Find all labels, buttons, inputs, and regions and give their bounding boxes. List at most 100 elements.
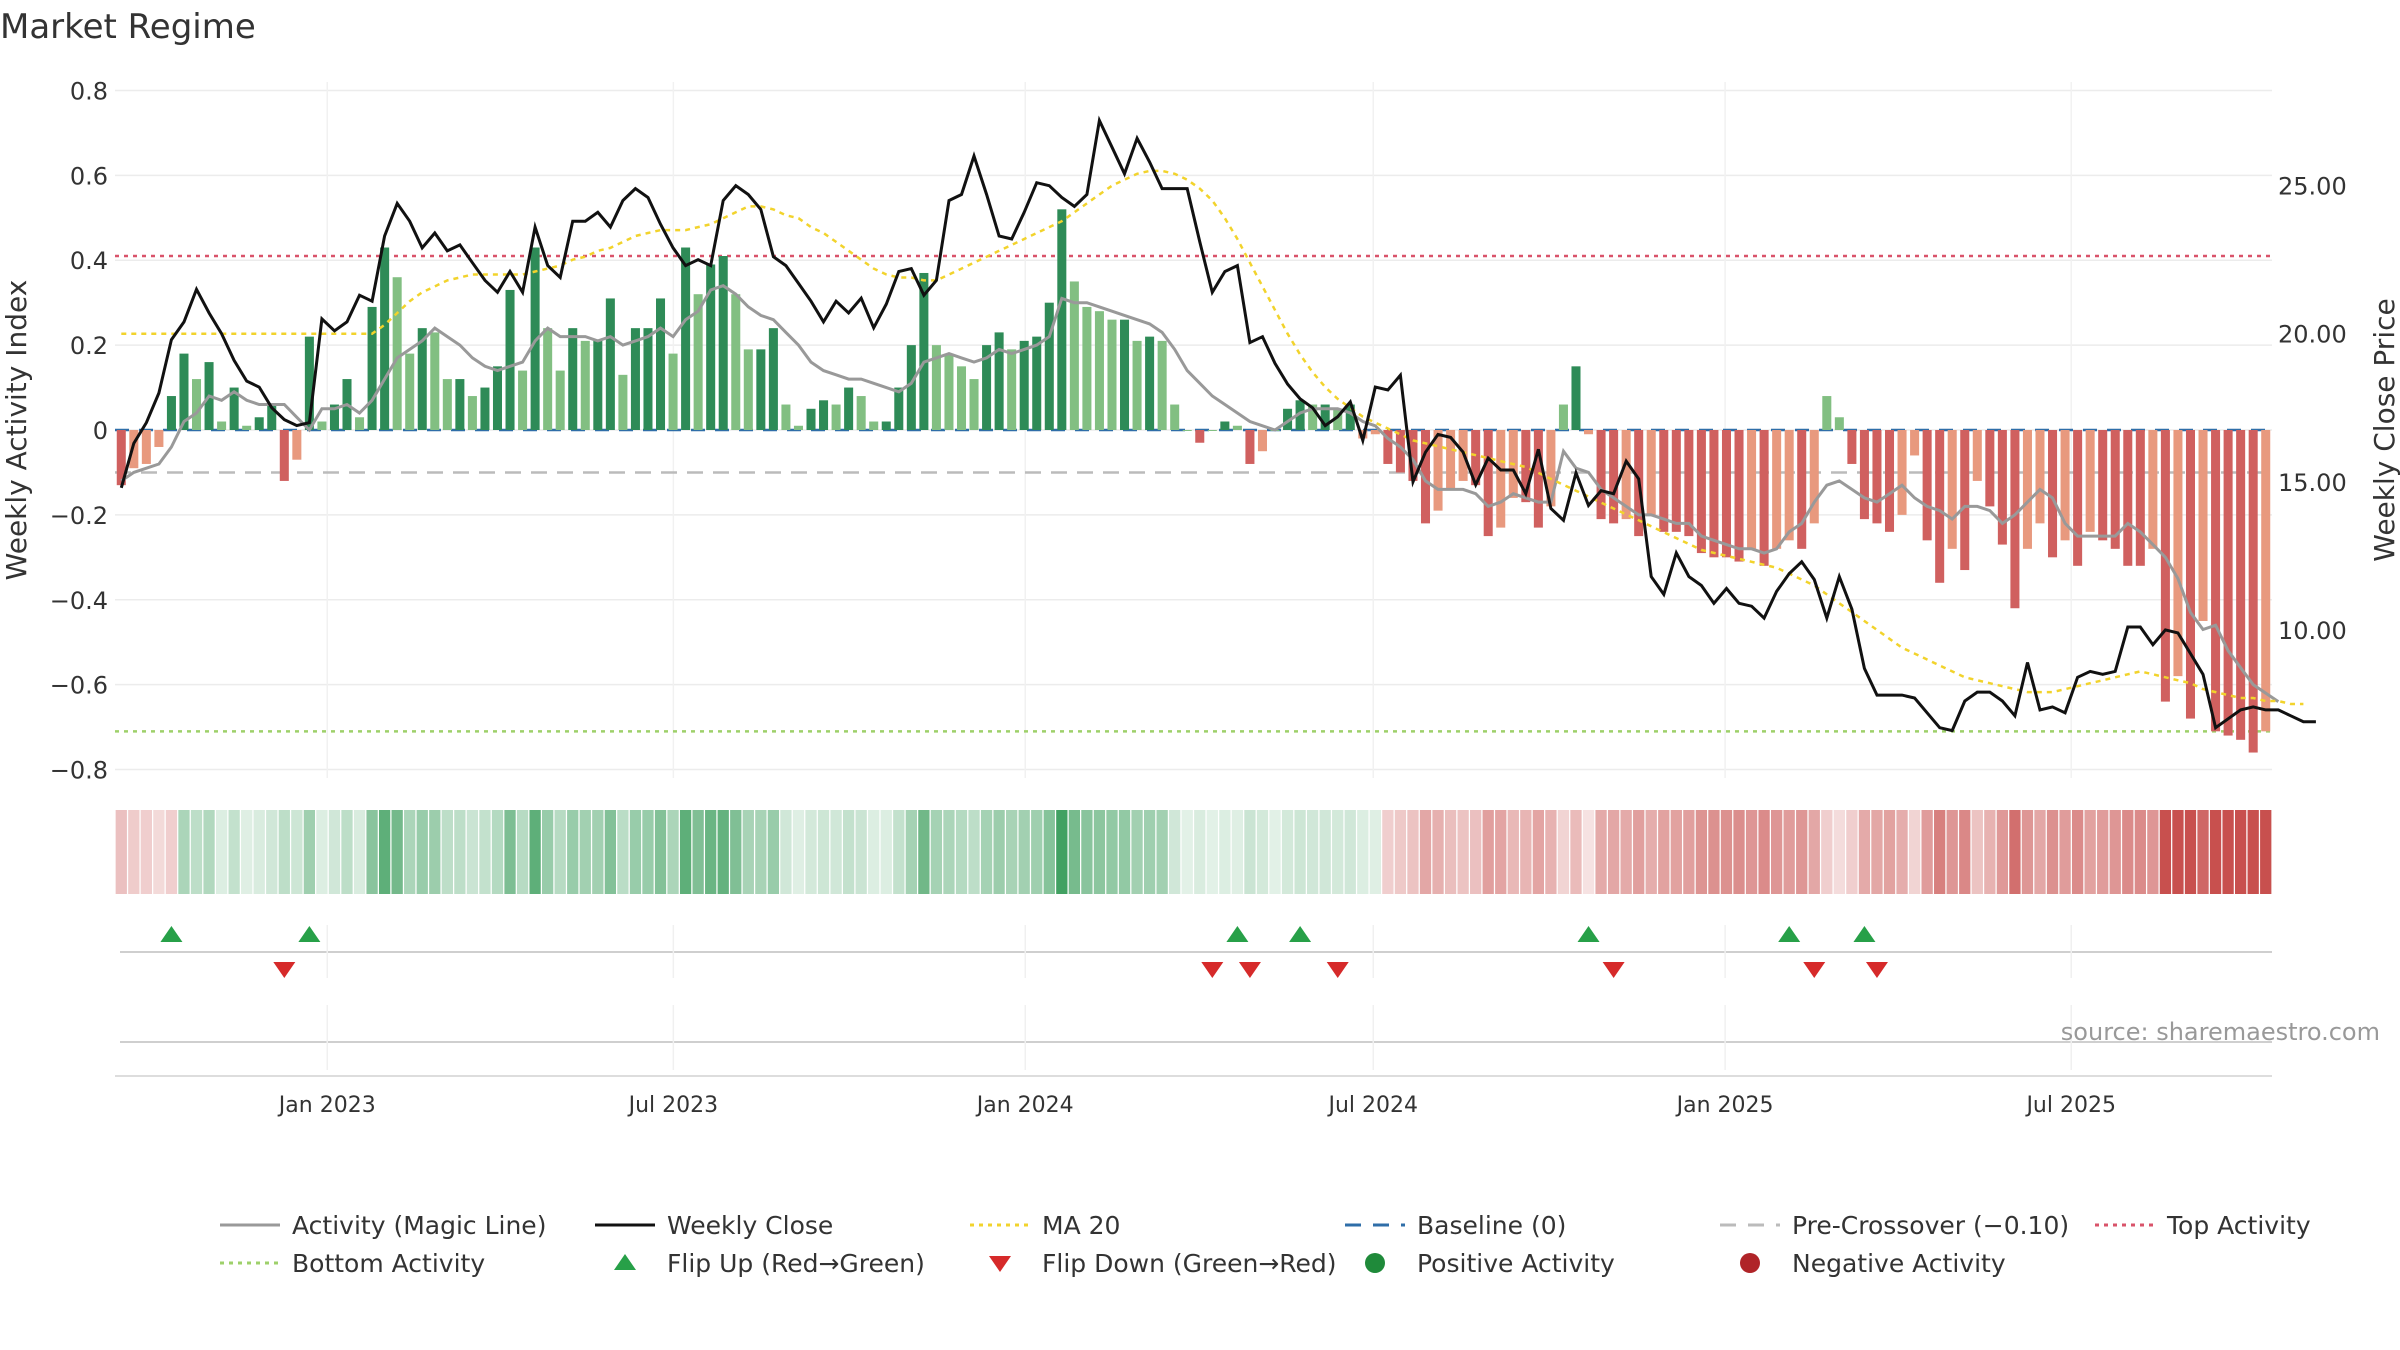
activity-bar	[1345, 404, 1355, 430]
regime-cell	[993, 810, 1005, 894]
regime-heat-strip	[115, 810, 2272, 894]
flip-down-marker	[1238, 962, 1261, 978]
regime-cell	[692, 810, 704, 894]
x-tick-label: Jan 2023	[277, 1093, 376, 1118]
regime-cell	[479, 810, 491, 894]
activity-bar	[1132, 340, 1142, 430]
activity-bar	[1308, 404, 1318, 430]
activity-bar	[2010, 430, 2020, 609]
activity-bar	[1935, 430, 1945, 583]
regime-cell	[980, 810, 993, 894]
series-lines	[119, 115, 2316, 733]
activity-bar	[2135, 430, 2145, 566]
activity-bar	[643, 328, 653, 430]
flip-up-marker	[1226, 926, 1249, 942]
regime-cell	[1294, 810, 1306, 894]
legend-label: Top Activity	[2166, 1211, 2311, 1240]
activity-bar	[1584, 430, 1594, 435]
activity-bar	[492, 366, 503, 430]
regime-cell	[629, 810, 642, 894]
regime-cell	[1319, 810, 1331, 894]
regime-cell	[441, 810, 453, 894]
flip-up-marker	[298, 926, 321, 942]
activity-bar	[417, 328, 427, 430]
regime-cell	[1595, 810, 1607, 894]
left-axis-ticks: 0.8 0.6 0.4 0.2 0 −0.2 −0.4 −0.6 −0.8	[50, 77, 108, 784]
activity-bar	[1609, 430, 1619, 524]
activity-bar	[856, 396, 866, 430]
regime-cell	[1607, 810, 1620, 894]
activity-bar	[116, 430, 126, 486]
regime-cell	[1006, 810, 1018, 894]
regime-cell	[203, 810, 215, 894]
left-tick-label: −0.4	[50, 587, 108, 615]
regime-cell	[1683, 810, 1695, 894]
flip-down-marker	[1602, 962, 1625, 978]
legend-label: Pre-Crossover (−0.10)	[1792, 1211, 2069, 1240]
activity-bar	[2073, 430, 2083, 566]
left-tick-label: 0	[93, 417, 108, 445]
activity-bar	[2085, 430, 2095, 532]
regime-cell	[1118, 810, 1131, 894]
legend-label: Bottom Activity	[292, 1249, 485, 1278]
activity-bar	[2198, 430, 2208, 621]
activity-bar	[2035, 430, 2045, 524]
activity-bar	[1671, 430, 1681, 532]
regime-cell	[654, 810, 667, 894]
regime-cell	[1344, 810, 1356, 894]
regime-cell	[353, 810, 366, 894]
regime-cell	[1959, 810, 1971, 894]
left-tick-label: −0.2	[50, 502, 108, 530]
legend-item: Pre-Crossover (−0.10)	[1720, 1211, 2069, 1240]
regime-cell	[792, 810, 805, 894]
regime-cell	[617, 810, 629, 894]
right-tick-label: 20.00	[2278, 321, 2347, 349]
regime-cell	[2034, 810, 2046, 894]
activity-bar	[869, 421, 879, 430]
flip-markers-panel	[120, 925, 2272, 978]
regime-cell	[1796, 810, 1808, 894]
regime-cell	[1444, 810, 1457, 894]
activity-bar	[994, 332, 1004, 430]
regime-cell	[2134, 810, 2146, 894]
regime-cell	[1419, 810, 1432, 894]
activity-bar	[568, 328, 578, 430]
left-tick-label: 0.4	[70, 247, 108, 275]
regime-cell	[1720, 810, 1733, 894]
regime-cell	[1557, 810, 1570, 894]
activity-bar	[1245, 430, 1255, 464]
regime-cell	[491, 810, 504, 894]
activity-bar	[1019, 340, 1029, 430]
regime-cell	[830, 810, 842, 894]
regime-cell	[1946, 810, 1958, 894]
weekly-close-line	[119, 115, 2316, 733]
regime-cell	[2222, 810, 2234, 894]
flip-up-marker	[160, 926, 183, 942]
right-axis-label: Weekly Close Price	[2368, 298, 2400, 561]
flip-up-marker	[1853, 926, 1876, 942]
regime-cell	[1896, 810, 1908, 894]
activity-bar	[217, 421, 227, 430]
activity-bar	[706, 264, 716, 430]
activity-bar	[1533, 430, 1543, 528]
regime-cell	[780, 810, 792, 894]
regime-cell	[341, 810, 353, 894]
activity-bar	[1007, 349, 1017, 430]
legend-label: MA 20	[1042, 1211, 1120, 1240]
activity-bar	[806, 408, 816, 430]
regime-cell	[1695, 810, 1708, 894]
activity-bar	[1747, 430, 1757, 549]
regime-cell	[2021, 810, 2034, 894]
activity-bar	[906, 345, 916, 430]
activity-bar	[781, 404, 791, 430]
activity-bar	[154, 430, 164, 447]
regime-cell	[2209, 810, 2222, 894]
activity-bar	[1558, 404, 1568, 430]
activity-bar	[956, 366, 967, 430]
regime-cell	[1620, 810, 1632, 894]
activity-bar	[1985, 430, 1995, 507]
legend-item: Weekly Close	[595, 1211, 833, 1240]
regime-cell	[153, 810, 165, 894]
activity-bar	[1546, 430, 1556, 507]
regime-cell	[316, 810, 328, 894]
